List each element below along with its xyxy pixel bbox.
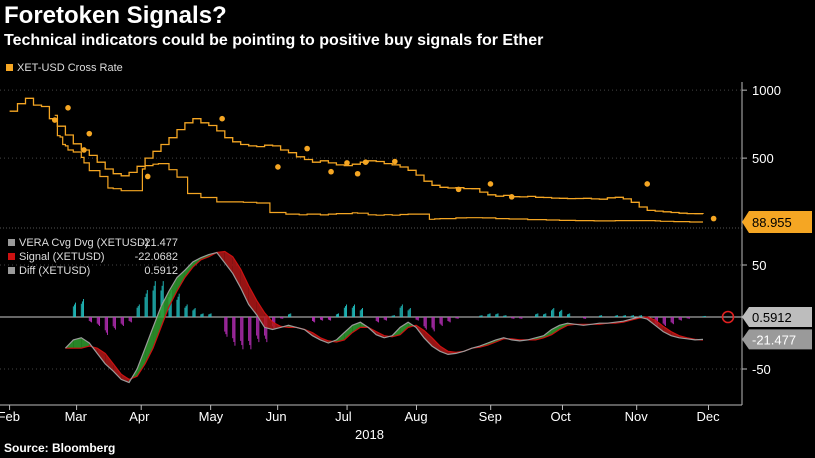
signal-marker: [455, 186, 462, 193]
indicator-legend: VERA Cvg Dvg (XETUSD) -21.477 Signal (XE…: [8, 237, 178, 279]
crossover-fill-segment: [137, 348, 146, 377]
signal-marker: [304, 145, 310, 152]
crossover-fill-segment: [81, 337, 90, 349]
legend-row-vera: VERA Cvg Dvg (XETUSD) -21.477: [8, 237, 178, 251]
x-year-label: 2018: [355, 427, 384, 442]
signal-line: [65, 250, 704, 381]
x-tick-label: Jul: [335, 409, 352, 424]
x-tick-label: Apr: [129, 409, 150, 424]
last-price-label: 88.955: [752, 215, 792, 230]
x-tick-label: Dec: [696, 409, 720, 424]
x-tick-label: Aug: [404, 409, 427, 424]
signal-marker: [344, 160, 350, 166]
crossover-fill-segment: [344, 325, 353, 340]
price-line-signals: [54, 114, 703, 223]
crossover-fill-segment: [256, 300, 265, 328]
vera-value-badge: [742, 329, 812, 350]
price-legend-label: XET-USD Cross Rate: [17, 62, 123, 74]
price-legend-swatch: [6, 64, 13, 71]
diff-value-badge: [742, 307, 812, 327]
signal-marker: [219, 115, 225, 122]
price-tick-label: 500: [752, 151, 774, 166]
legend-swatch-signal: [8, 253, 15, 260]
legend-label-vera: VERA Cvg Dvg (XETUSD): [19, 237, 149, 249]
signal-marker: [144, 173, 151, 180]
crossover-fill-segment: [73, 337, 82, 349]
crossover-fill-segment: [121, 374, 130, 383]
signal-marker: [51, 117, 58, 123]
x-tick-label: Sep: [479, 409, 502, 424]
x-tick-label: May: [199, 409, 224, 424]
signal-marker: [81, 147, 87, 153]
crossover-fill-segment: [168, 277, 177, 307]
signal-marker: [362, 159, 369, 165]
legend-row-diff: Diff (XETUSD) 0.5912: [8, 265, 178, 279]
crossover-fill-segment: [240, 269, 249, 305]
crossover-fill-segment: [663, 326, 672, 336]
price-tick-label: 1000: [752, 83, 781, 98]
legend-swatch-diff: [8, 267, 15, 274]
chart-subtitle: Technical indicators could be pointing t…: [4, 32, 544, 49]
crossover-fill-segment: [248, 285, 257, 315]
signal-marker: [487, 181, 494, 187]
signal-marker: [65, 105, 71, 111]
crossover-fill-segment: [224, 251, 233, 274]
x-tick-label: Oct: [550, 409, 571, 424]
legend-value-signal: -22.0682: [134, 251, 178, 263]
legend-label-signal: Signal (XETUSD): [19, 251, 105, 263]
legend-row-signal: Signal (XETUSD) -22.0682: [8, 251, 178, 265]
crossover-fill-segment: [264, 312, 273, 330]
legend-swatch-vera: [8, 239, 15, 246]
chart-title: Foretoken Signals?: [4, 2, 227, 29]
x-tick-label: Jun: [266, 409, 287, 424]
crossover-fill-segment: [400, 322, 409, 335]
crossover-fill-segment: [176, 270, 185, 291]
signal-marker: [328, 168, 334, 175]
source-note: Source: Bloomberg: [4, 441, 116, 455]
crossover-fill-segment: [655, 320, 664, 332]
legend-label-diff: Diff (XETUSD): [19, 265, 91, 277]
crossover-fill-segment: [153, 306, 162, 349]
indicator-tick-label: 50: [752, 258, 766, 273]
signal-marker: [508, 194, 515, 200]
price-legend: XET-USD Cross Rate: [6, 62, 123, 74]
x-tick-label: Mar: [65, 409, 88, 424]
x-tick-label: Nov: [625, 409, 649, 424]
signal-marker: [644, 181, 651, 187]
vera-value-label: -21.477: [752, 332, 796, 347]
crossover-fill-segment: [184, 261, 193, 278]
price-line: [9, 97, 704, 215]
signal-marker: [710, 215, 717, 222]
legend-value-diff: 0.5912: [144, 265, 178, 277]
crossover-fill-segment: [145, 327, 154, 364]
crossover-fill-segment: [408, 322, 417, 328]
crossover-fill-segment: [113, 363, 122, 380]
indicator-tick-label: -50: [752, 362, 771, 377]
signal-marker: [392, 158, 398, 165]
diff-value-label: 0.5912: [752, 310, 792, 325]
signal-marker: [354, 170, 361, 177]
crossover-fill-segment: [432, 337, 440, 352]
crossover-fill-segment: [439, 346, 448, 355]
zero-marker-circle: [721, 310, 735, 324]
last-price-badge: [742, 211, 812, 233]
legend-value-vera: -21.477: [140, 237, 178, 249]
x-tick-label: Feb: [0, 409, 20, 424]
signal-marker: [86, 130, 93, 137]
crossover-fill-segment: [424, 330, 433, 347]
crossover-fill-segment: [161, 291, 169, 328]
crossover-fill-segment: [105, 353, 114, 372]
signal-marker: [275, 164, 281, 170]
vera-line: [64, 251, 704, 384]
crossover-fill-segment: [551, 325, 560, 335]
crossover-fill-segment: [232, 256, 241, 288]
